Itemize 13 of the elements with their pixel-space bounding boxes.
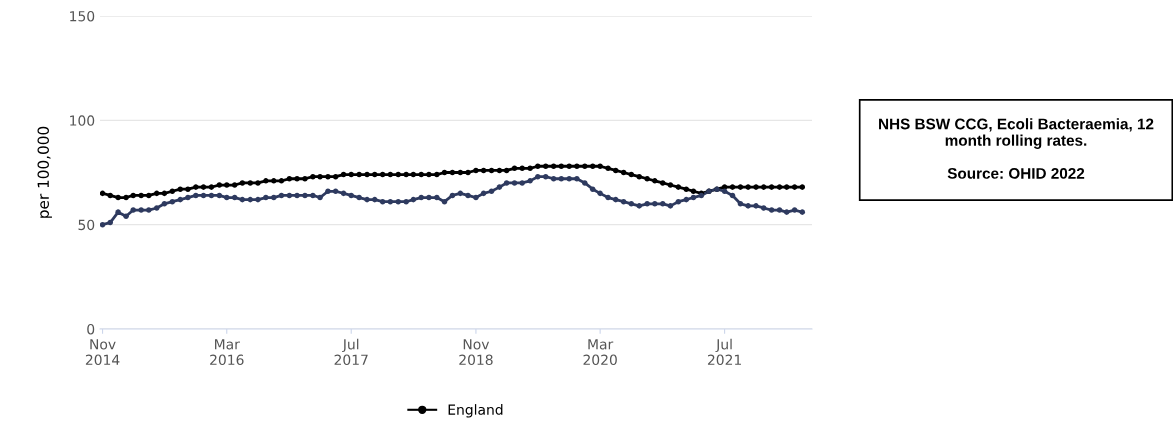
y-tick-label: 150 — [70, 10, 95, 22]
x-tick-label: Mar 2020 — [583, 339, 617, 366]
x-tick-label: Nov 2014 — [85, 339, 120, 366]
text: NHS BSW CCG, Ecoli Bacteraemia, 12 month rolling rates. Source: OHID 2022 — [879, 118, 1154, 179]
y-tick-label: 0 — [87, 323, 95, 335]
x-tick-label: Jul 2017 — [334, 338, 368, 366]
x-tick-label: Mar 2016 — [210, 339, 244, 366]
legend-label: England — [448, 404, 503, 418]
y-tick-label: 50 — [78, 219, 95, 231]
y-tick-label: 100 — [70, 115, 95, 126]
x-tick-label: Nov 2018 — [459, 339, 493, 366]
y-axis-title: per 100,000 — [37, 126, 52, 218]
x-tick-label: Jul 2021 — [707, 338, 741, 366]
